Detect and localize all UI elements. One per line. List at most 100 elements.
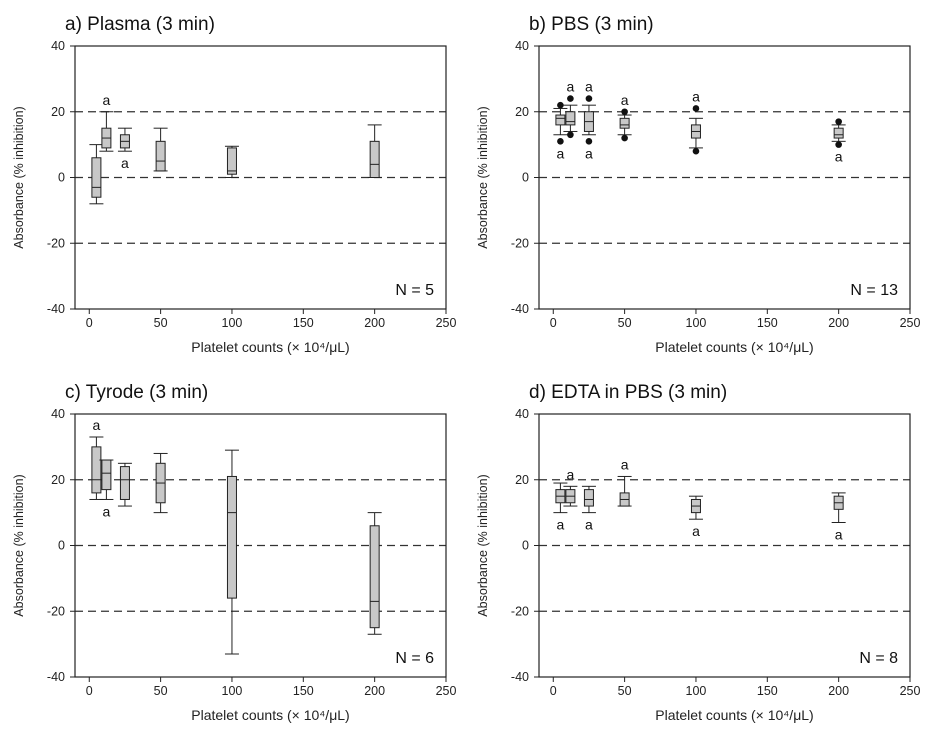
x-tick-label: 100 [686, 316, 707, 330]
n-label: N = 5 [395, 282, 434, 299]
box-iqr [155, 140, 166, 172]
x-tick-label: 50 [618, 684, 632, 698]
box-plot: a [831, 118, 846, 165]
box-plot: a [581, 485, 596, 533]
significance-letter: a [835, 526, 843, 542]
panel-c: c) Tyrode (3 min) -40 -20 0 20 40 0 50 100 150 200… [12, 382, 456, 723]
y-tick-label: 0 [58, 171, 65, 185]
y-tick-label: -20 [47, 604, 65, 618]
outlier-point [835, 118, 842, 125]
box-plot: a [688, 495, 703, 539]
significance-letter: a [566, 466, 574, 482]
significance-letter: a [621, 456, 629, 472]
significance-letter: a [621, 92, 629, 108]
x-tick-label: 100 [222, 684, 243, 698]
box-plot [224, 449, 239, 655]
box-plot: a [553, 101, 568, 161]
x-tick-label: 200 [828, 684, 849, 698]
significance-letter: a [585, 145, 593, 161]
y-tick-label: -40 [47, 670, 65, 684]
box-plot: a [563, 79, 578, 139]
y-tick-label: 40 [51, 39, 65, 53]
y-axis-label: Absorbance (% inhibition) [12, 474, 26, 616]
outlier-point [557, 138, 564, 145]
significance-letter: a [835, 149, 843, 165]
box-plot [89, 144, 104, 205]
outlier-point [567, 131, 574, 139]
box-plot: a [831, 492, 846, 542]
x-axis-label: Platelet counts (× 10⁴/μL) [655, 707, 813, 723]
y-tick-label: 20 [51, 105, 65, 119]
box-plot: a [117, 127, 132, 171]
box-plot: aa [581, 79, 596, 161]
outlier-point [835, 141, 842, 148]
y-tick-label: 20 [51, 473, 65, 487]
panel-title: a) Plasma (3 min) [65, 14, 215, 35]
panel-title: d) EDTA in PBS (3 min) [529, 382, 727, 403]
x-tick-label: 50 [618, 316, 632, 330]
significance-letter: a [557, 145, 565, 161]
y-axis-label: Absorbance (% inhibition) [476, 106, 490, 248]
y-axis-label: Absorbance (% inhibition) [12, 106, 26, 248]
significance-letter: a [102, 92, 110, 108]
y-tick-label: 40 [51, 407, 65, 421]
x-axis-label: Platelet counts (× 10⁴/μL) [191, 339, 349, 355]
outlier-point [621, 134, 628, 142]
box-plot: a [89, 417, 104, 500]
y-tick-label: -40 [47, 302, 65, 316]
y-tick-label: 40 [515, 407, 529, 421]
box-plot [153, 127, 168, 172]
y-tick-label: 40 [515, 39, 529, 53]
panel-title: b) PBS (3 min) [529, 14, 654, 35]
panel-a: a) Plasma (3 min) -40 -20 0 20 40 0 50 100 150 200… [12, 14, 456, 355]
box-iqr [226, 475, 237, 599]
x-tick-label: 0 [86, 684, 93, 698]
box-plot [153, 452, 168, 514]
box-plot [117, 462, 132, 507]
box-iqr [119, 466, 130, 500]
x-tick-label: 250 [436, 316, 457, 330]
significance-letter: a [557, 517, 565, 533]
significance-letter: a [121, 155, 129, 171]
x-tick-label: 200 [364, 684, 385, 698]
n-label: N = 13 [850, 282, 898, 299]
box-iqr [91, 157, 102, 198]
y-tick-label: 20 [515, 473, 529, 487]
box-plot: a [617, 456, 632, 507]
box-plot: a [617, 92, 632, 142]
x-tick-label: 200 [364, 316, 385, 330]
box-iqr [369, 525, 380, 629]
box-iqr [555, 114, 566, 126]
y-axis-label: Absorbance (% inhibition) [476, 474, 490, 616]
outlier-point [692, 105, 700, 112]
y-tick-label: -40 [511, 302, 529, 316]
box-plot [367, 124, 382, 178]
x-tick-label: 200 [828, 316, 849, 330]
y-tick-label: -20 [511, 236, 529, 250]
box-plot: a [688, 88, 703, 155]
y-tick-label: 0 [58, 539, 65, 553]
panel-title: c) Tyrode (3 min) [65, 382, 208, 403]
x-tick-label: 50 [154, 316, 168, 330]
significance-letter: a [692, 523, 700, 539]
x-tick-label: 0 [86, 316, 93, 330]
y-tick-label: 0 [522, 539, 529, 553]
y-tick-label: -20 [511, 604, 529, 618]
outlier-point [585, 95, 593, 102]
x-tick-label: 150 [757, 684, 778, 698]
n-label: N = 6 [395, 650, 434, 667]
outlier-point [567, 95, 574, 102]
x-tick-label: 0 [550, 684, 557, 698]
x-tick-label: 100 [686, 684, 707, 698]
x-tick-label: 150 [293, 684, 314, 698]
significance-letter: a [585, 79, 593, 95]
outlier-point [557, 101, 564, 109]
x-tick-label: 50 [154, 684, 168, 698]
x-tick-label: 250 [900, 684, 921, 698]
box-iqr [369, 140, 380, 178]
box-iqr [226, 147, 237, 175]
x-tick-label: 0 [550, 316, 557, 330]
box-plot [224, 145, 239, 178]
box-iqr [91, 446, 102, 494]
